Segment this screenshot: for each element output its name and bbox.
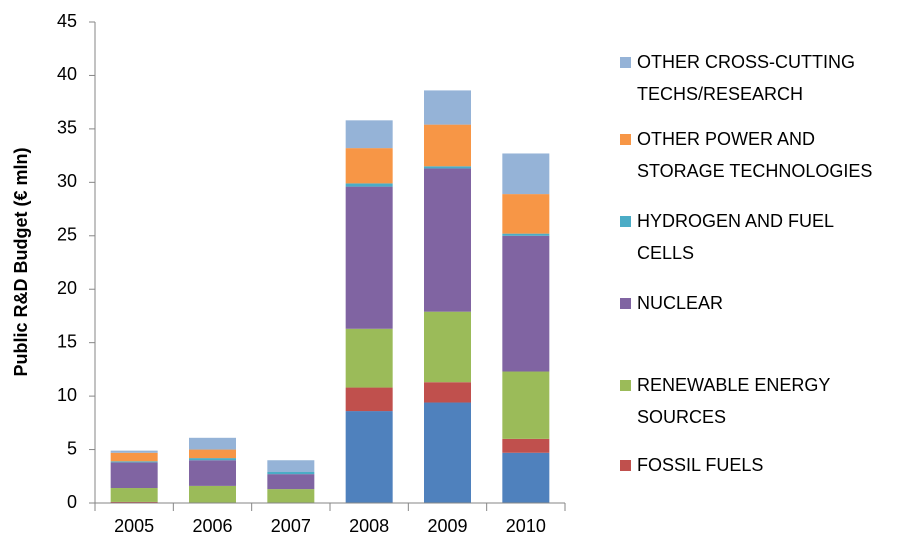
- y-axis-label: Public R&D Budget (€ mln): [11, 147, 31, 376]
- bar-segment: [110, 452, 158, 462]
- bar-segment: [189, 458, 236, 461]
- legend-swatch: [620, 460, 631, 471]
- bar-segment: [424, 166, 471, 169]
- bar-segment: [110, 462, 158, 489]
- bar-segment: [424, 90, 471, 125]
- y-tick-label: 30: [57, 171, 77, 191]
- bar-segment: [502, 153, 550, 195]
- legend-label: OTHER CROSS-CUTTING TECHS/RESEARCH: [637, 52, 855, 104]
- bar-segment: [424, 402, 471, 503]
- legend-label: HYDROGEN AND FUEL CELLS: [637, 211, 835, 263]
- legend-item: FOSSIL FUELS: [620, 449, 763, 481]
- x-tick-label: 2009: [427, 516, 467, 536]
- bar-segment: [502, 233, 550, 236]
- x-tick-label: 2007: [271, 516, 311, 536]
- x-tick-label: 2008: [349, 516, 389, 536]
- bar-segment: [189, 460, 236, 486]
- y-tick-label: 35: [57, 118, 77, 138]
- legend-swatch: [620, 216, 631, 227]
- legend-label: NUCLEAR: [637, 293, 724, 313]
- bar-segment: [110, 461, 158, 463]
- bar-segment: [189, 485, 236, 503]
- y-tick-label: 5: [67, 438, 77, 458]
- bar-segment: [267, 472, 315, 475]
- y-tick-label: 0: [67, 492, 77, 512]
- bar-segment: [502, 235, 550, 372]
- y-tick-label: 20: [57, 278, 77, 298]
- bar-segment: [345, 120, 393, 149]
- legend-swatch: [620, 134, 631, 145]
- legend-label: RENEWABLE ENERGY SOURCES: [637, 375, 831, 427]
- bar-segment: [345, 328, 393, 388]
- bar-segment: [502, 371, 550, 439]
- bar-segment: [110, 501, 158, 503]
- legend-label: OTHER POWER AND STORAGE TECHNOLOGIES: [637, 129, 873, 181]
- legend-item: OTHER CROSS-CUTTING TECHS/RESEARCH: [620, 46, 855, 110]
- y-tick-label: 45: [57, 11, 77, 31]
- y-tick-label: 25: [57, 225, 77, 245]
- bar-segment: [189, 449, 236, 459]
- legend-item: HYDROGEN AND FUEL CELLS: [620, 205, 834, 269]
- bar-segment: [424, 382, 471, 403]
- bar-segment: [345, 387, 393, 412]
- x-tick-label: 2006: [192, 516, 232, 536]
- legend-swatch: [620, 380, 631, 391]
- bar-segment: [502, 452, 550, 503]
- bar-segment: [424, 168, 471, 312]
- bar-segment: [110, 488, 158, 502]
- legend-swatch: [620, 298, 631, 309]
- legend-label: FOSSIL FUELS: [637, 455, 764, 475]
- bar-segment: [345, 148, 393, 184]
- bar-segment: [502, 438, 550, 453]
- y-tick-label: 10: [57, 385, 77, 405]
- legend-item: RENEWABLE ENERGY SOURCES: [620, 369, 830, 433]
- bar-segment: [345, 186, 393, 329]
- bar-segment: [267, 474, 315, 490]
- legend-item: OTHER POWER AND STORAGE TECHNOLOGIES: [620, 123, 872, 187]
- legend-swatch: [620, 57, 631, 68]
- x-tick-label: 2010: [506, 516, 546, 536]
- bar-segment: [189, 437, 236, 450]
- y-tick-label: 15: [57, 331, 77, 351]
- bar-segment: [345, 183, 393, 187]
- bar-segment: [502, 194, 550, 234]
- y-tick-label: 40: [57, 64, 77, 84]
- bar-segment: [267, 489, 315, 503]
- legend-item: NUCLEAR: [620, 287, 723, 319]
- bar-segment: [424, 124, 471, 167]
- x-tick-label: 2005: [114, 516, 154, 536]
- bar-segment: [345, 411, 393, 503]
- bar-segment: [267, 460, 315, 473]
- bar-segment: [110, 450, 158, 453]
- bar-segment: [424, 311, 471, 383]
